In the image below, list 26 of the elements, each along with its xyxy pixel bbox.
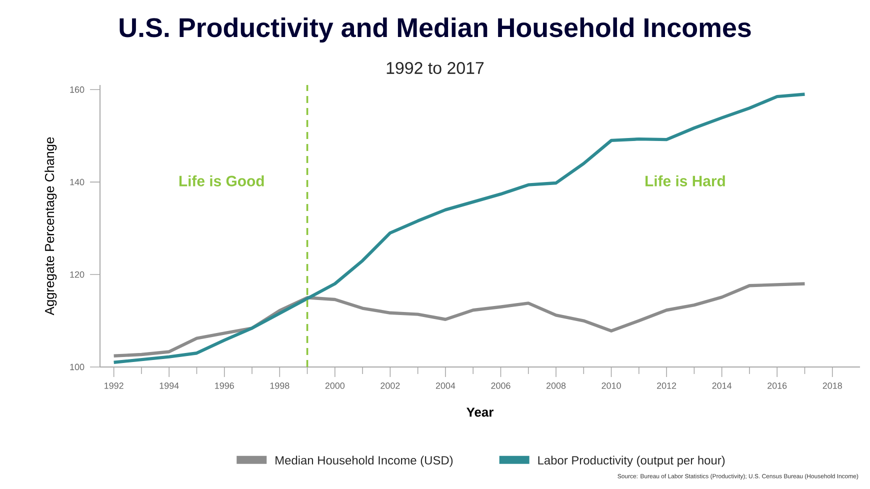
x-tick-label: 2012: [657, 382, 676, 389]
x-tick-label: 2004: [436, 382, 456, 389]
x-tick-label: 1996: [215, 382, 234, 389]
x-tick-label: 2006: [491, 382, 510, 389]
chart-subtitle: 1992 to 2017: [386, 62, 484, 74]
chart-title: U.S. Productivity and Median Household Incomes: [120, 17, 751, 43]
y-axis-title: Aggregate Percentage Change: [44, 137, 57, 316]
legend-label: Median Household Income (USD): [276, 456, 453, 467]
y-tick-label: 100: [70, 364, 84, 370]
x-tick-label: 2014: [712, 382, 732, 389]
legend-label: Labor Productivity (output per hour): [538, 456, 725, 467]
y-tick-label: 140: [70, 178, 84, 186]
x-tick-label: 1998: [270, 382, 290, 389]
x-tick-label: 1992: [104, 382, 124, 389]
x-tick-label: 2018: [822, 382, 842, 389]
y-tick-label: 160: [70, 86, 84, 93]
x-tick-label: 2010: [602, 382, 621, 389]
y-tick-label: 120: [70, 271, 84, 278]
annotation: Life is Good: [179, 175, 264, 186]
x-axis-title: Year: [466, 408, 494, 417]
annotation: Life is Hard: [646, 175, 725, 186]
x-tick-label: 2008: [546, 382, 566, 389]
x-tick-label: 1994: [160, 382, 179, 389]
x-tick-label: 2016: [768, 382, 787, 389]
x-tick-label: 2000: [325, 382, 345, 389]
x-tick-label: 2002: [380, 382, 400, 389]
